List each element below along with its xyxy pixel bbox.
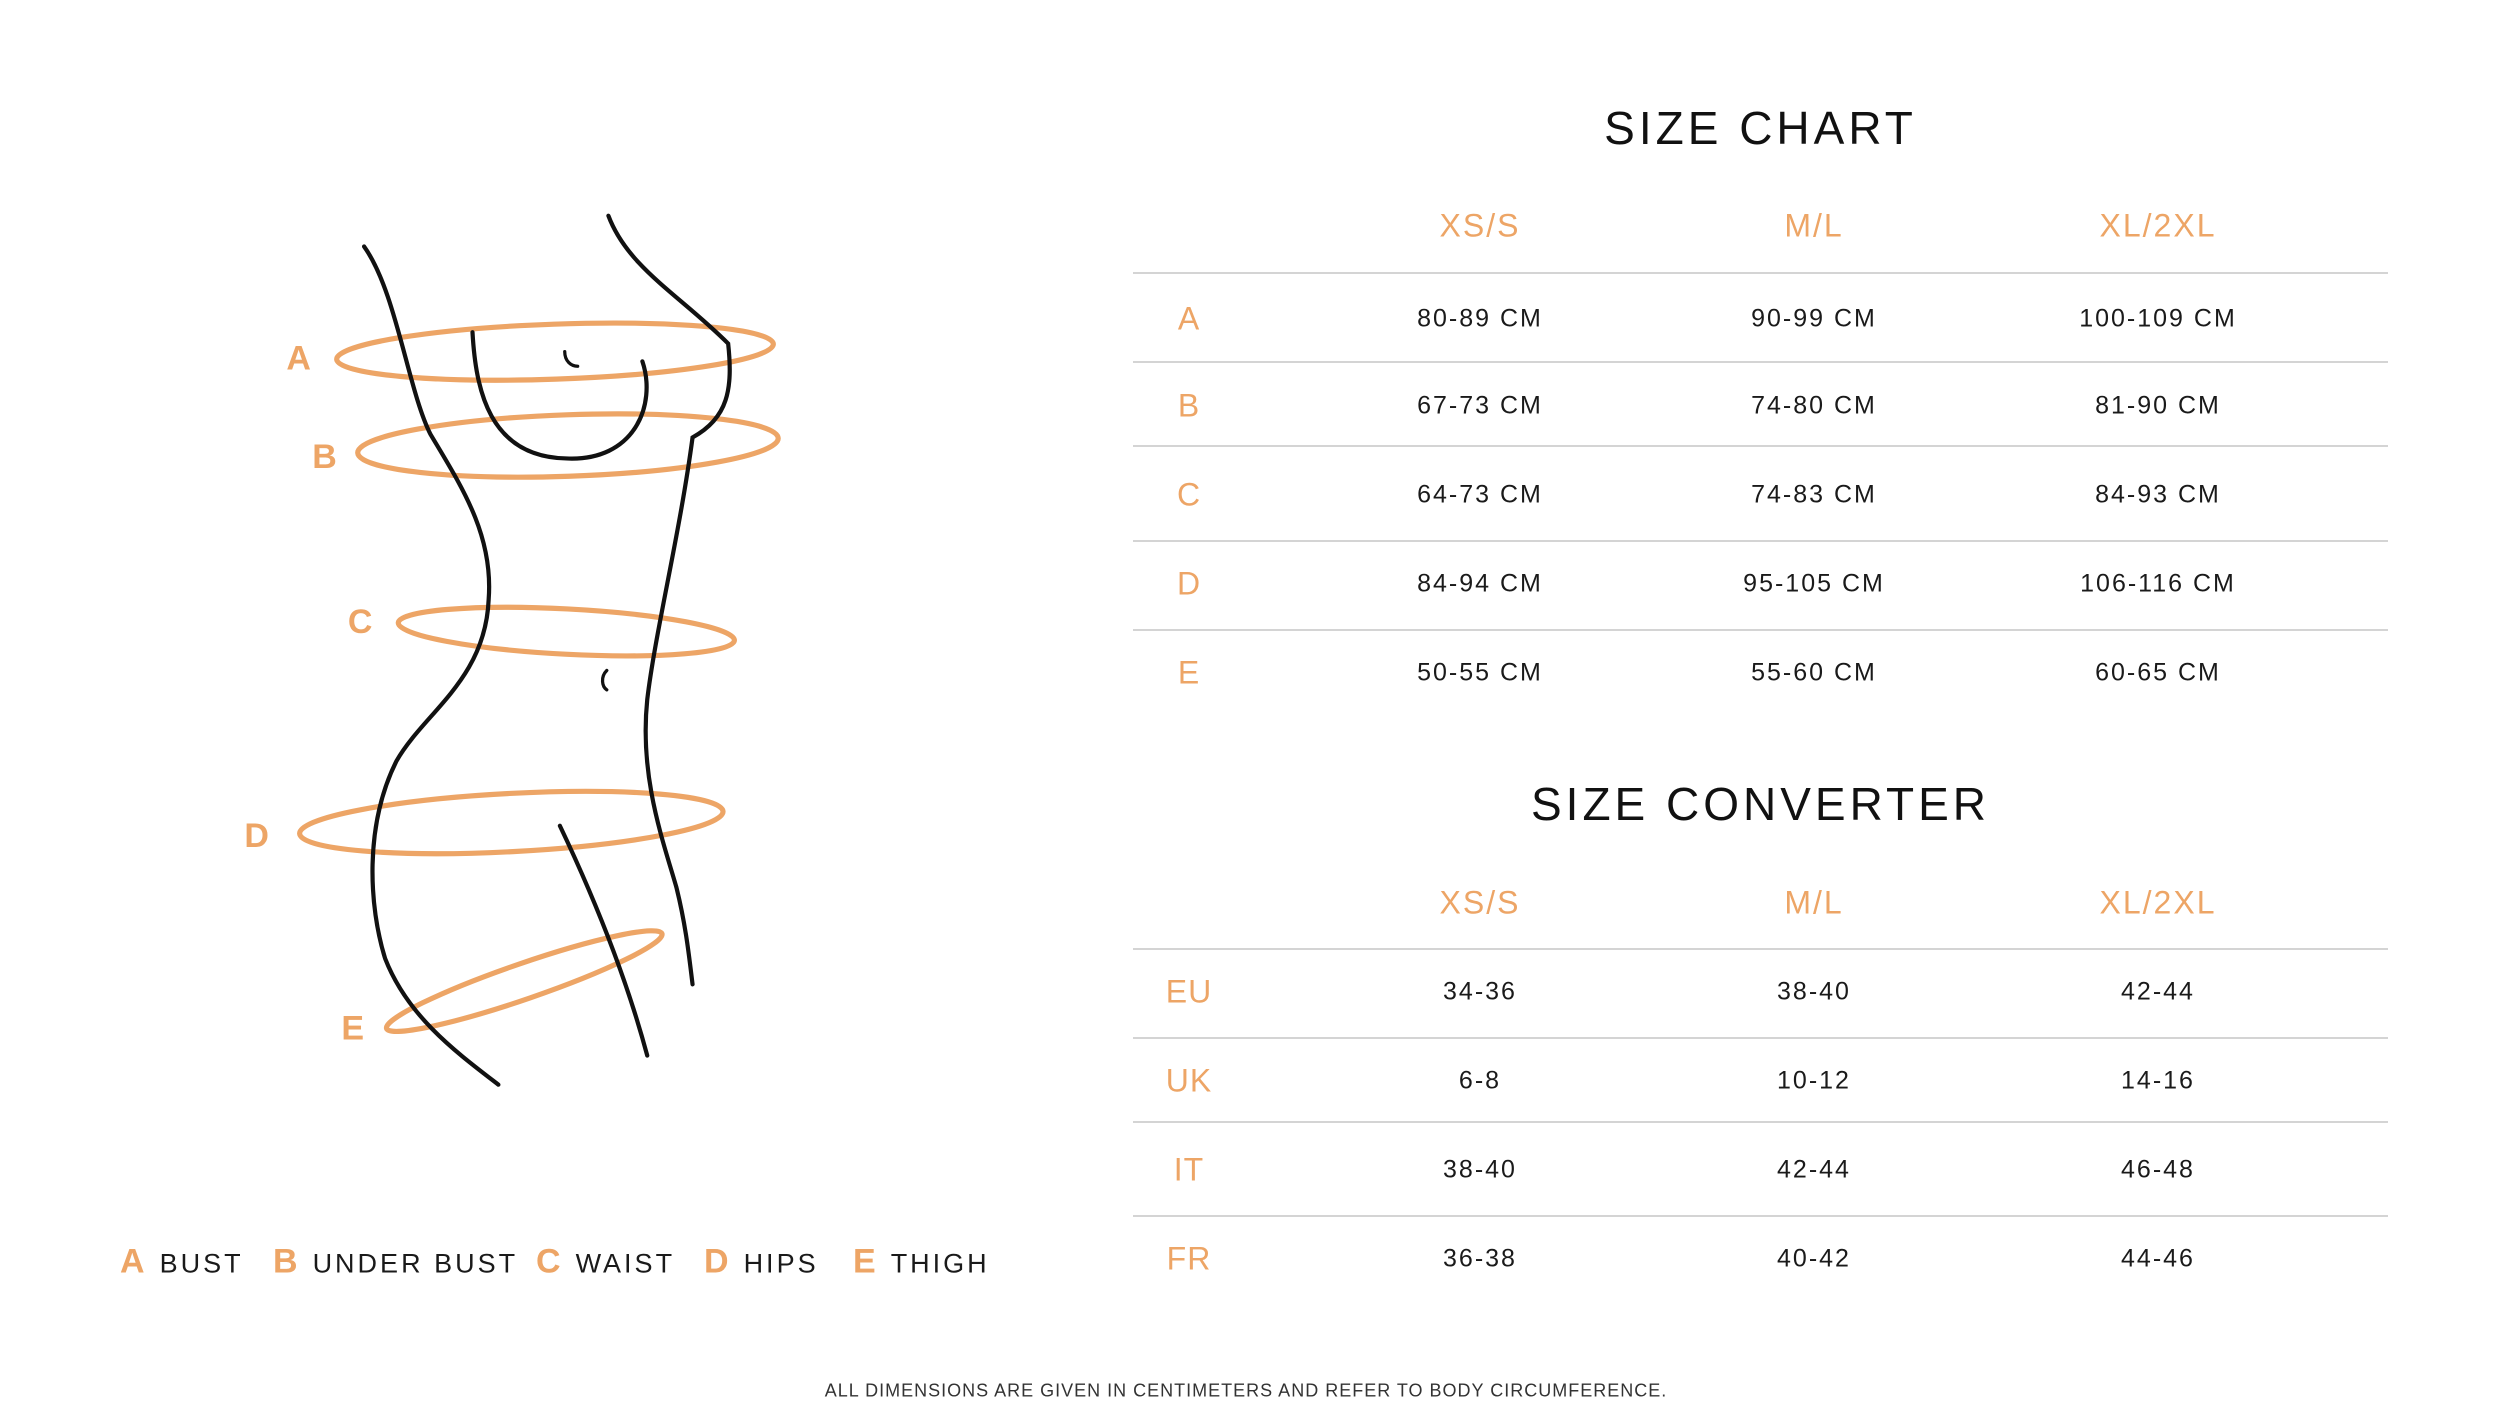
row-label: FR [1166, 1240, 1212, 1277]
column-header: M/L [1784, 884, 1844, 921]
figure-label-c: C [348, 603, 373, 641]
size-chart-title: SIZE CHART [1604, 102, 1917, 154]
legend-text: UNDER BUST [312, 1248, 519, 1279]
row-label: UK [1165, 1062, 1213, 1099]
row-divider [1133, 272, 2388, 274]
legend-text: HIPS [743, 1248, 819, 1279]
column-header: XS/S [1439, 207, 1521, 244]
table-cell: 95-105 CM [1743, 569, 1885, 598]
table-cell: 36-38 [1443, 1244, 1517, 1273]
legend-item-under-bust: B UNDER BUST [273, 1243, 518, 1282]
row-label: EU [1165, 973, 1213, 1010]
legend-letter: E [853, 1242, 879, 1281]
column-header: XL/2XL [2099, 207, 2217, 244]
row-label: A [1177, 300, 1201, 337]
row-divider [1133, 361, 2388, 363]
row-label: IT [1173, 1151, 1205, 1188]
legend-letter: B [273, 1242, 301, 1281]
table-cell: 90-99 CM [1751, 304, 1877, 333]
navel-mark [600, 668, 609, 692]
row-divider [1133, 629, 2388, 631]
table-cell: 42-44 [1777, 1155, 1851, 1184]
legend-text: BUST [159, 1248, 244, 1279]
table-cell: 60-65 CM [2095, 658, 2221, 687]
table-cell: 34-36 [1443, 977, 1517, 1006]
table-cell: 55-60 CM [1751, 658, 1877, 687]
legend-item-waist: C WAIST [536, 1243, 675, 1282]
row-label: E [1177, 654, 1201, 691]
table-cell: 40-42 [1777, 1244, 1851, 1273]
legend-text: THIGH [890, 1248, 990, 1279]
footer-note: ALL DIMENSIONS ARE GIVEN IN CENTIMETERS … [824, 1380, 1668, 1401]
bust-outline [470, 330, 649, 461]
table-cell: 14-16 [2121, 1066, 2195, 1095]
table-cell: 10-12 [1777, 1066, 1851, 1095]
table-cell: 80-89 CM [1417, 304, 1543, 333]
ring-waist [395, 604, 737, 659]
table-cell: 6-8 [1458, 1066, 1502, 1095]
table-cell: 64-73 CM [1417, 480, 1543, 509]
ring-bust [334, 320, 776, 383]
size-converter-title: SIZE CONVERTER [1531, 778, 1990, 830]
table-cell: 100-109 CM [2079, 304, 2237, 333]
table-cell: 84-93 CM [2095, 480, 2221, 509]
table-cell: 38-40 [1777, 977, 1851, 1006]
table-cell: 46-48 [2121, 1155, 2195, 1184]
figure-label-d: D [244, 817, 269, 855]
table-cell: 74-83 CM [1751, 480, 1877, 509]
figure-label-a: A [286, 339, 311, 377]
ring-hips [297, 788, 726, 857]
column-header: M/L [1784, 207, 1844, 244]
legend-item-bust: A BUST [120, 1243, 244, 1282]
row-divider [1133, 1215, 2388, 1217]
legend-item-hips: D HIPS [704, 1243, 819, 1282]
legend-text: WAIST [575, 1248, 676, 1279]
column-header: XS/S [1439, 884, 1521, 921]
table-cell: 74-80 CM [1751, 391, 1877, 420]
ring-under-bust [355, 411, 781, 480]
row-label: B [1177, 387, 1201, 424]
table-cell: 106-116 CM [2080, 569, 2236, 598]
nipple-mark [563, 350, 580, 368]
table-cell: 84-94 CM [1417, 569, 1543, 598]
figure-label-e: E [341, 1009, 364, 1047]
legend-letter: C [536, 1242, 564, 1281]
body-outline-front [606, 213, 732, 987]
row-divider [1133, 445, 2388, 447]
row-divider [1133, 1121, 2388, 1123]
column-header: XL/2XL [2099, 884, 2217, 921]
row-divider [1133, 540, 2388, 542]
table-cell: 67-73 CM [1417, 391, 1543, 420]
table-cell: 44-46 [2121, 1244, 2195, 1273]
figure-label-b: B [312, 438, 337, 476]
legend-letter: D [704, 1242, 732, 1281]
row-label: D [1176, 565, 1202, 602]
body-outline-back [361, 244, 501, 1087]
row-divider [1133, 1037, 2388, 1039]
table-cell: 42-44 [2121, 977, 2195, 1006]
legend-letter: A [120, 1242, 148, 1281]
table-cell: 81-90 CM [2095, 391, 2221, 420]
row-label: C [1176, 476, 1202, 513]
table-cell: 50-55 CM [1417, 658, 1543, 687]
row-divider [1133, 948, 2388, 950]
legend-item-thigh: E THIGH [853, 1243, 990, 1282]
leg-outline [557, 823, 650, 1058]
table-cell: 38-40 [1443, 1155, 1517, 1184]
ring-thigh [383, 928, 665, 1035]
